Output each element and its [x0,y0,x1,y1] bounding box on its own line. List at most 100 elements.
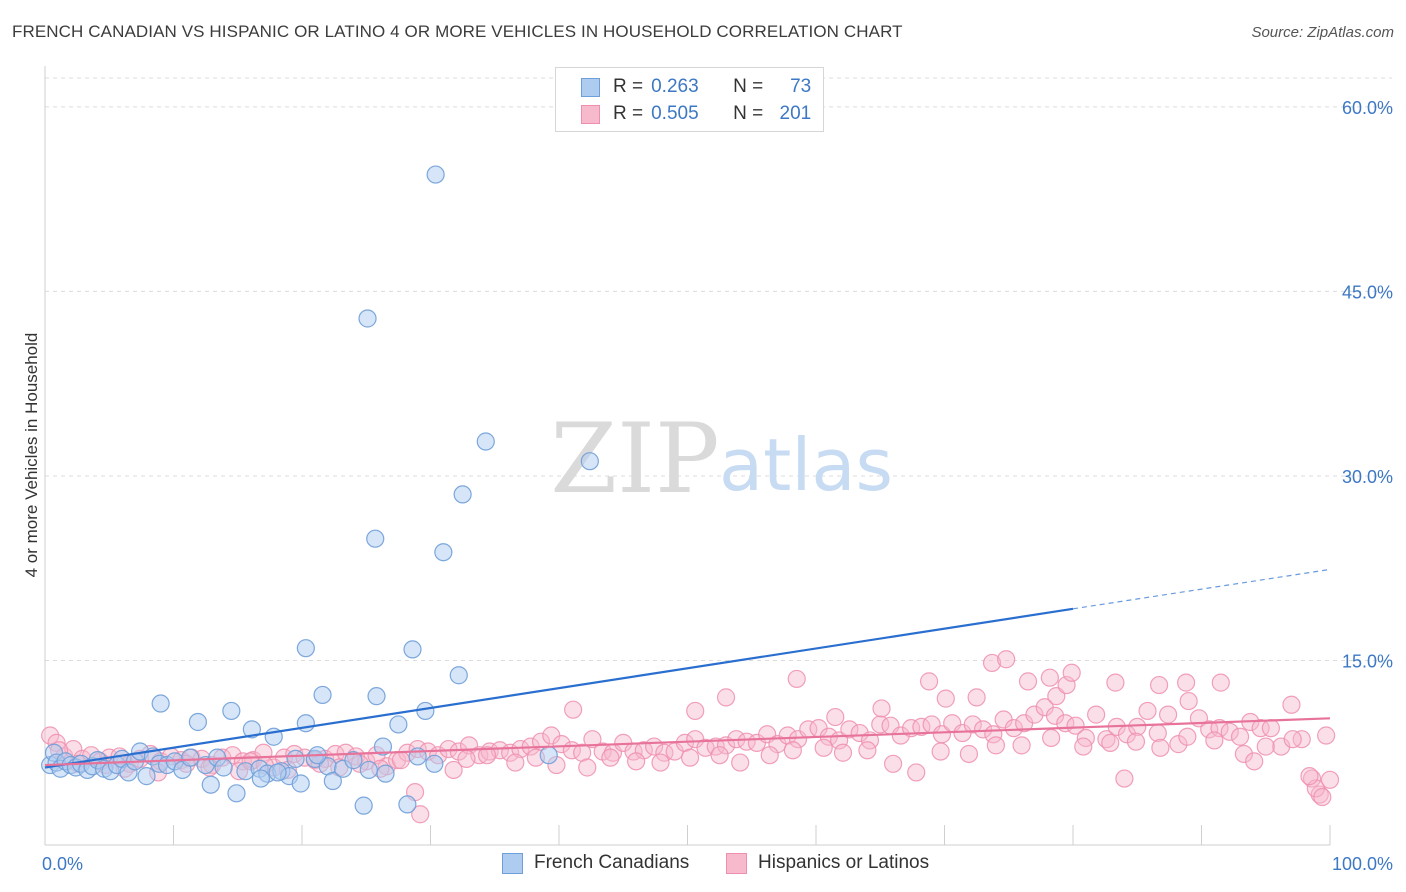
data-point-hispanics [686,701,705,721]
data-point-hispanics [710,746,729,765]
data-point-hispanics [919,672,939,691]
data-point-french-canadians [222,701,241,721]
data-point-hispanics [1211,673,1230,692]
data-point-hispanics [783,741,802,760]
data-point-hispanics [1128,717,1147,737]
data-point-hispanics [1317,726,1336,745]
y-axis-label: 4 or more Vehicles in Household [22,332,41,578]
series-french-canadians-points [41,165,599,815]
data-point-hispanics [986,736,1006,755]
legend-swatch-pink [726,852,747,874]
data-point-hispanics [449,742,468,761]
data-point-hispanics [967,688,986,707]
data-point-hispanics [716,688,736,707]
data-point-hispanics [1320,770,1340,789]
data-point-hispanics [680,748,700,767]
series-legend: French Canadians Hispanics or Latinos [0,852,1406,878]
legend-row-hispanics: R = 0.505 N = 201 [556,101,811,127]
data-point-hispanics [1045,706,1065,725]
data-point-hispanics [1282,695,1301,714]
data-point-french-canadians [376,764,395,783]
legend-n-value: 201 [779,103,812,124]
watermark: ZIP atlas [550,403,893,515]
x-tick-label: 100.0% [1332,854,1393,874]
y-tick-label: 45.0% [1342,282,1393,302]
data-point-hispanics [1251,719,1270,738]
data-point-french-canadians [242,720,261,739]
data-point-hispanics [41,726,60,745]
data-point-french-canadians [367,687,386,706]
data-point-hispanics [1012,736,1031,755]
data-point-hispanics [552,735,571,754]
data-point-hispanics [506,753,525,772]
source-label: Source: ZipAtlas.com [1251,24,1394,41]
data-point-hispanics [982,653,1002,673]
data-point-hispanics [1256,737,1275,756]
data-point-hispanics [731,753,750,772]
data-point-french-canadians [151,694,170,713]
data-point-hispanics [931,742,950,761]
data-point-hispanics [1151,738,1170,757]
data-point-french-canadians [426,165,445,184]
data-point-hispanics [907,763,926,782]
data-point-french-canadians [366,529,385,548]
data-point-hispanics [858,741,877,760]
data-point-hispanics [1245,752,1264,771]
data-point-hispanics [1004,719,1023,738]
axes [44,66,1331,846]
legend-label: French Canadians [534,852,690,873]
legend-swatch-blue [581,77,600,97]
y-tick-label: 60.0% [1342,98,1393,118]
data-point-hispanics [626,752,646,771]
data-point-hispanics [411,805,430,824]
chart-title: FRENCH CANADIAN VS HISPANIC OR LATINO 4 … [12,22,903,41]
legend-swatch-blue [502,852,523,874]
watermark-atlas: atlas [719,423,893,507]
data-point-french-canadians [434,543,453,562]
data-point-hispanics [477,746,497,765]
legend-item-french-canadians[interactable]: French Canadians [502,852,689,874]
data-point-hispanics [787,669,806,689]
data-point-hispanics [1261,719,1280,738]
data-point-french-canadians [214,758,233,777]
data-point-french-canadians [296,639,315,658]
data-point-hispanics [840,720,859,739]
data-point-hispanics [1126,732,1146,751]
data-point-hispanics [997,650,1016,669]
data-point-french-canadians [358,309,377,328]
data-point-hispanics [1066,716,1085,735]
data-point-french-canadians [227,784,246,803]
legend-item-hispanics[interactable]: Hispanics or Latinos [726,852,929,874]
data-point-french-canadians [354,796,373,815]
data-point-hispanics [826,707,845,727]
data-point-hispanics [444,760,463,780]
data-point-hispanics [457,749,476,768]
data-point-hispanics [883,754,903,773]
data-point-french-canadians [291,774,310,793]
data-point-hispanics [1179,691,1198,711]
data-point-hispanics [1300,767,1319,786]
data-point-hispanics [814,738,833,757]
data-point-french-canadians [373,737,393,756]
legend-r-value: 0.505 [651,103,699,124]
data-point-hispanics [1234,744,1254,764]
data-point-hispanics [564,700,583,719]
data-point-hispanics [578,758,597,777]
data-point-french-canadians [359,760,378,780]
data-point-hispanics [1205,731,1224,750]
data-point-hispanics [1148,723,1167,743]
legend-swatch-pink [581,104,600,124]
data-point-hispanics [601,748,620,767]
data-point-french-canadians [539,746,558,765]
data-point-hispanics [1176,673,1196,692]
data-point-hispanics [1074,737,1093,756]
data-point-french-canadians [425,754,444,773]
correlation-legend: R = 0.263 N = 73 R = 0.505 N = 201 [555,67,824,132]
grid-lines [45,77,1392,661]
data-point-hispanics [1283,730,1302,749]
data-point-french-canadians [188,712,208,732]
data-point-french-canadians [201,775,220,794]
legend-r-value: 0.263 [651,76,699,97]
data-point-hispanics [1178,727,1197,746]
